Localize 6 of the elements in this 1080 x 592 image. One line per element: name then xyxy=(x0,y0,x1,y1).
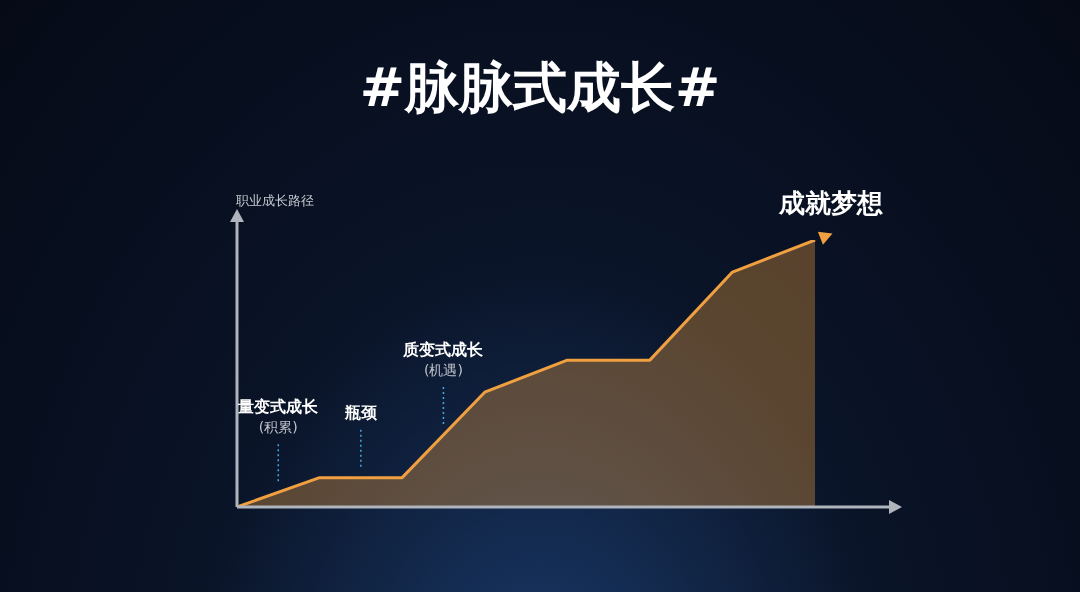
y-axis-title: 职业成长路径 xyxy=(236,192,314,210)
annotation: 质变式成长 (机遇) xyxy=(402,339,485,378)
annotation: 瓶颈 xyxy=(343,402,378,422)
chart-title: #脉脉式成长# xyxy=(358,55,722,121)
text: 成就梦想 xyxy=(778,188,883,218)
annotation: 量变式成长 (积累) xyxy=(237,397,320,436)
